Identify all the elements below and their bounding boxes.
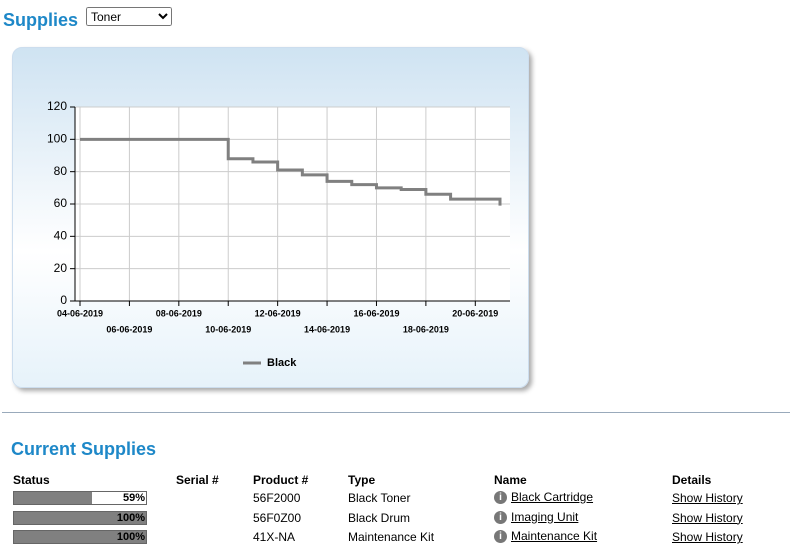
status-bar: 59% <box>13 491 147 505</box>
details-cell: Show History <box>672 491 743 505</box>
type: Black Toner <box>348 491 411 505</box>
status-bar: 100% <box>13 510 147 525</box>
x-tick-label: 16-06-2019 <box>353 308 399 318</box>
supply-link[interactable]: Imaging Unit <box>511 509 579 524</box>
x-tick-label: 04-06-2019 <box>57 308 103 318</box>
legend-label: Black <box>267 357 297 369</box>
column-header: Details <box>672 473 712 487</box>
x-tick-label: 08-06-2019 <box>156 308 202 318</box>
divider <box>2 412 790 413</box>
status-label: 59% <box>122 492 145 504</box>
x-tick-label: 18-06-2019 <box>403 324 449 334</box>
y-tick-label: 60 <box>54 196 68 210</box>
x-tick-label: 10-06-2019 <box>205 324 251 334</box>
column-header: Type <box>348 473 376 487</box>
column-header: Serial # <box>176 473 219 487</box>
product: 56F0Z00 <box>253 510 302 525</box>
column-header: Product # <box>253 473 309 487</box>
status-label: 100% <box>116 511 145 524</box>
x-tick-label: 12-06-2019 <box>255 308 301 318</box>
status-label: 100% <box>116 531 145 543</box>
supply-selector[interactable]: Toner <box>86 7 172 26</box>
x-tick-label: 06-06-2019 <box>106 324 152 334</box>
info-icon[interactable]: i <box>494 491 507 505</box>
product: 41X-NA <box>253 530 296 544</box>
y-tick-label: 40 <box>54 229 68 243</box>
x-tick-label: 14-06-2019 <box>304 324 350 334</box>
type: Black Drum <box>348 510 411 525</box>
y-tick-label: 120 <box>47 99 67 113</box>
details-cell: Show History <box>672 530 743 544</box>
history-link[interactable]: Show History <box>672 530 743 544</box>
status-bar: 100% <box>13 530 147 544</box>
info-icon[interactable]: i <box>494 510 507 524</box>
supply-link[interactable]: Maintenance Kit <box>511 529 598 543</box>
type: Maintenance Kit <box>348 530 435 544</box>
history-link[interactable]: Show History <box>672 491 743 505</box>
page-title: Supplies <box>3 10 79 30</box>
column-header: Name <box>494 473 527 487</box>
column-header: Status <box>13 473 50 487</box>
status-fill <box>14 492 92 504</box>
y-tick-label: 0 <box>60 293 67 307</box>
name-cell: i Imaging Unit <box>494 510 578 524</box>
name-cell: i Black Cartridge <box>494 490 594 505</box>
series-line <box>80 137 502 206</box>
status-fill <box>14 531 146 543</box>
status-fill <box>14 511 146 524</box>
history-link[interactable]: Show History <box>672 510 743 525</box>
name-cell: i Maintenance Kit <box>494 529 598 544</box>
y-tick-label: 80 <box>54 164 68 178</box>
info-icon[interactable]: i <box>494 530 507 544</box>
product: 56F2000 <box>253 491 301 505</box>
section-title: Current Supplies <box>11 439 157 459</box>
supply-link[interactable]: Black Cartridge <box>511 490 594 504</box>
x-tick-label: 20-06-2019 <box>452 308 498 318</box>
y-tick-label: 20 <box>54 261 68 275</box>
y-tick-label: 100 <box>47 132 67 146</box>
details-cell: Show History <box>672 511 743 525</box>
